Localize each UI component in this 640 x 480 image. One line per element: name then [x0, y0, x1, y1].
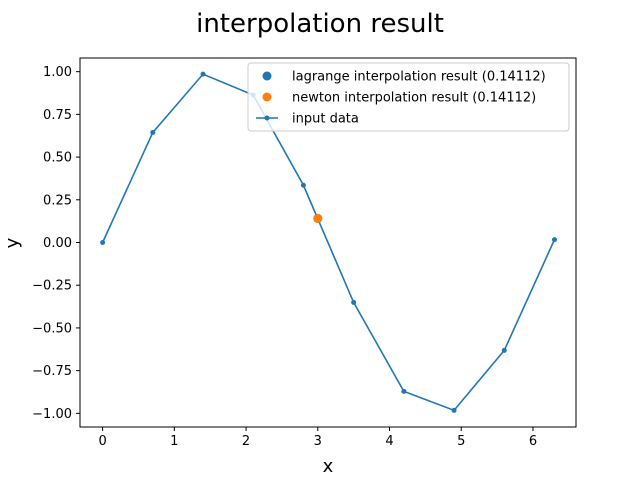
y-tick-label: −0.50 — [32, 321, 72, 336]
input-data-point — [100, 240, 106, 245]
input-data-point — [300, 182, 306, 188]
y-tick-label: −1.00 — [32, 407, 72, 422]
input-data-point — [200, 71, 206, 77]
x-tick-label: 5 — [457, 434, 465, 449]
x-tick-label: 3 — [314, 434, 322, 449]
input-data-point — [351, 299, 357, 305]
x-tick-label: 6 — [529, 434, 537, 449]
legend-entry-label: newton interpolation result (0.14112) — [292, 91, 536, 106]
y-tick-label: 0.00 — [43, 236, 72, 251]
input-data-point — [401, 388, 407, 394]
y-tick-label: −0.25 — [32, 279, 72, 294]
x-tick-label: 2 — [242, 434, 250, 449]
input-data-point — [451, 407, 457, 413]
x-tick-label: 0 — [98, 434, 106, 449]
input-data-point — [150, 129, 156, 135]
y-tick-label: 0.25 — [43, 193, 72, 208]
input-data-point — [551, 237, 557, 243]
y-tick-label: 0.50 — [43, 151, 72, 166]
y-tick-label: 1.00 — [43, 65, 72, 80]
x-tick-label: 4 — [385, 434, 393, 449]
chart-title: interpolation result — [196, 9, 444, 39]
newton-result-point — [313, 213, 323, 223]
legend-dot-swatch — [264, 115, 270, 121]
legend-box — [247, 62, 570, 132]
input-data-point — [501, 347, 507, 353]
x-axis-label: x — [323, 456, 334, 477]
y-tick-label: 0.75 — [43, 108, 72, 123]
plot-area: 0 1 2 3 4 5 6 −1.00 −0.75 −0.50 −0.25 0.00 0.25 0.50 0… — [32, 57, 577, 449]
legend-marker-swatch — [262, 92, 272, 102]
legend: lagrange interpolation result (0.14112) n… — [247, 62, 570, 132]
y-axis-label: y — [2, 237, 23, 248]
y-tick-label: −0.75 — [32, 364, 72, 379]
x-tick-label: 1 — [170, 434, 178, 449]
series-line-input-data — [101, 73, 556, 412]
legend-entry-label: lagrange interpolation result (0.14112) — [292, 70, 546, 85]
legend-entry-label: input data — [292, 112, 359, 127]
legend-marker-swatch — [262, 71, 272, 81]
